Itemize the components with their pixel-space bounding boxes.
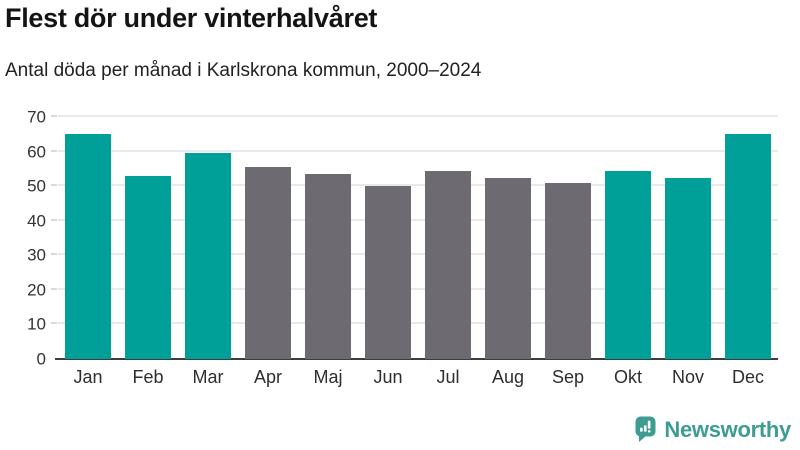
x-tick-label: Maj (313, 367, 343, 387)
y-tick-mark (51, 184, 57, 187)
y-tick-label: 20 (27, 280, 46, 300)
y-axis-labels: 0 10 20 30 40 50 60 70 (0, 109, 46, 368)
bar-slot (298, 117, 358, 359)
bar-slot (598, 117, 658, 359)
x-tick-label: Jul (436, 367, 460, 387)
bar-nov (665, 177, 711, 359)
y-tick-mark (51, 218, 57, 221)
x-tick-label: Jan (73, 367, 103, 387)
bar-slot (118, 117, 178, 359)
y-tick-mark (51, 287, 57, 290)
bar-okt (605, 170, 651, 359)
y-tick-label: 10 (27, 314, 46, 334)
gridline (58, 218, 778, 221)
x-tick-label: Aug (491, 367, 525, 387)
bar-slot (658, 117, 718, 359)
bar-slot (178, 117, 238, 359)
x-tick-label: Nov (671, 367, 704, 387)
bar-slot (418, 117, 478, 359)
plot-area (55, 115, 778, 360)
x-tick-label: Mar (192, 367, 224, 387)
y-tick-mark (51, 149, 57, 152)
gridline (58, 184, 778, 187)
bar-slot (718, 117, 778, 359)
gridline (58, 115, 778, 117)
y-tick-label: 70 (27, 107, 46, 127)
bar-slot (538, 117, 598, 359)
bar-apr (245, 167, 291, 359)
y-axis-ticks (49, 115, 58, 359)
bar-slot (238, 117, 298, 359)
y-tick-label: 50 (27, 176, 46, 196)
gridline (58, 322, 778, 325)
bar-slot (478, 117, 538, 359)
bar-sep (545, 182, 591, 359)
x-tick-label: Dec (731, 367, 764, 387)
y-tick-mark (51, 322, 57, 325)
x-axis-labels: Jan Feb Mar Apr Maj Jun Jul Aug Sep Okt Nov Dec (58, 367, 778, 388)
x-tick-label: Feb (132, 367, 164, 387)
bars-row (58, 117, 778, 359)
x-axis-line (55, 358, 778, 360)
bar-jan (65, 134, 111, 359)
bar-slot (358, 117, 418, 359)
gridline (58, 149, 778, 152)
gridline (58, 287, 778, 290)
y-tick-mark (51, 115, 57, 117)
gridline (58, 253, 778, 256)
y-tick-label: 40 (27, 211, 46, 231)
bar-mar (185, 153, 231, 359)
bar-jun (365, 186, 411, 359)
x-tick-label: Okt (613, 367, 642, 387)
bar-dec (725, 134, 771, 359)
bar-feb (125, 175, 171, 359)
x-tick-label: Apr (253, 367, 282, 387)
bar-maj (305, 174, 351, 359)
y-tick-mark (51, 253, 57, 256)
bar-aug (485, 177, 531, 359)
x-tick-label: Jun (373, 367, 403, 387)
chart-title: Flest dör under vinterhalvåret (5, 3, 378, 33)
y-tick-label: 60 (27, 142, 46, 162)
bar-slot (58, 117, 118, 359)
brand-name: Newsworthy (664, 416, 791, 442)
y-tick-label: 0 (36, 349, 46, 369)
brand-footer: Newsworthy (635, 416, 791, 443)
chart-subtitle: Antal döda per månad i Karlskrona kommun… (5, 60, 482, 81)
y-tick-label: 30 (27, 245, 46, 265)
bar-jul (425, 170, 471, 359)
x-tick-label: Sep (551, 367, 585, 387)
newsworthy-logo-icon (635, 416, 656, 442)
